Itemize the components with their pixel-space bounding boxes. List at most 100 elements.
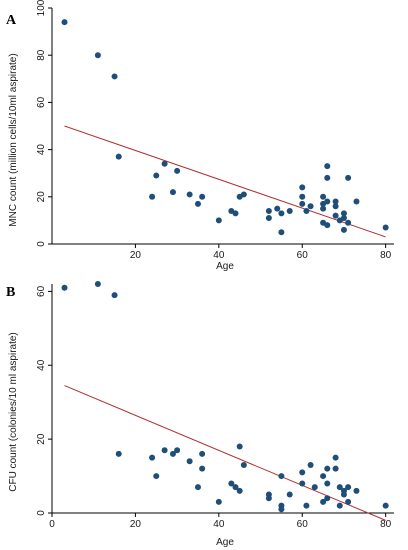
data-point-a xyxy=(274,205,281,212)
data-point-b xyxy=(174,447,181,454)
data-point-a xyxy=(303,207,310,214)
data-point-b xyxy=(324,480,331,487)
data-point-a xyxy=(353,198,360,205)
data-point-b xyxy=(199,450,206,457)
data-point-a xyxy=(161,160,168,167)
data-point-b xyxy=(161,447,168,454)
data-point-a xyxy=(169,189,176,196)
y-tick-label-a: 100 xyxy=(36,0,47,16)
data-point-b xyxy=(149,454,156,461)
x-tick-label-b: 80 xyxy=(380,519,392,530)
y-axis-label-a: MNC count (million cells/10ml aspirate) xyxy=(8,53,19,226)
data-point-b xyxy=(324,465,331,472)
data-point-b xyxy=(236,443,243,450)
data-point-a xyxy=(115,153,122,160)
data-point-a xyxy=(324,163,331,170)
data-point-a xyxy=(324,222,331,229)
x-tick-label-a: 60 xyxy=(297,250,309,261)
data-point-b xyxy=(194,484,201,491)
data-point-b xyxy=(332,465,339,472)
data-point-b xyxy=(61,284,68,291)
data-point-b xyxy=(169,450,176,457)
data-point-a xyxy=(345,174,352,181)
data-point-a xyxy=(332,212,339,219)
data-point-b xyxy=(186,458,193,465)
data-point-b xyxy=(94,281,101,287)
data-point-a xyxy=(149,193,156,200)
data-point-b xyxy=(336,502,343,509)
data-point-a xyxy=(194,200,201,207)
data-point-a xyxy=(332,203,339,210)
data-point-b xyxy=(332,454,339,461)
data-point-a xyxy=(299,184,306,191)
data-point-b xyxy=(324,495,331,502)
data-point-b xyxy=(265,495,272,502)
data-point-a xyxy=(340,215,347,222)
data-point-a xyxy=(345,219,352,226)
x-axis-label-a: Age xyxy=(216,261,234,272)
data-point-a xyxy=(332,198,339,205)
data-point-a xyxy=(307,203,314,210)
data-point-a xyxy=(320,193,327,200)
y-tick-label-a: 60 xyxy=(36,96,47,108)
data-point-b xyxy=(286,491,293,498)
y-tick-label-a: 40 xyxy=(36,144,47,156)
x-tick-label-a: 20 xyxy=(130,250,142,261)
data-point-b xyxy=(299,480,306,487)
data-point-a xyxy=(199,193,206,200)
data-point-b xyxy=(278,473,285,480)
y-tick-label-b: 20 xyxy=(36,433,47,445)
data-point-b xyxy=(307,461,314,468)
data-point-b xyxy=(236,487,243,494)
panel-b: B CFU count (colonies/10 ml aspirate) Ag… xyxy=(6,281,394,548)
data-point-a xyxy=(340,210,347,217)
data-point-a xyxy=(265,215,272,222)
data-point-b xyxy=(232,484,239,491)
data-point-a xyxy=(340,226,347,233)
y-tick-label-b: 60 xyxy=(36,285,47,297)
data-point-a xyxy=(111,73,118,80)
data-point-b xyxy=(320,473,327,480)
data-point-a xyxy=(265,207,272,214)
data-point-b xyxy=(353,487,360,494)
y-tick-label-a: 20 xyxy=(36,191,47,203)
y-tick-label-b: 40 xyxy=(36,359,47,371)
y-tick-label-b: 0 xyxy=(36,510,47,516)
data-point-a xyxy=(240,191,247,198)
panel-letter-a: A xyxy=(6,13,17,28)
data-point-a xyxy=(186,191,193,198)
data-point-b xyxy=(215,498,222,505)
x-tick-label-b: 0 xyxy=(49,519,55,530)
data-point-a xyxy=(94,52,101,59)
data-point-b xyxy=(320,498,327,505)
data-point-a xyxy=(286,207,293,214)
x-tick-label-a: 40 xyxy=(213,250,225,261)
x-tick-label-b: 40 xyxy=(213,519,225,530)
data-point-a xyxy=(215,217,222,224)
y-tick-label-a: 0 xyxy=(36,241,47,247)
data-point-b xyxy=(299,469,306,476)
data-point-a xyxy=(153,172,160,179)
y-axis-label-b: CFU count (colonies/10 ml aspirate) xyxy=(8,332,19,492)
y-tick-label-a: 80 xyxy=(36,49,47,61)
x-tick-label-b: 20 xyxy=(130,519,142,530)
data-point-b xyxy=(340,491,347,498)
data-point-a xyxy=(174,167,181,174)
data-point-a xyxy=(324,198,331,205)
data-point-b xyxy=(345,498,352,505)
fit-line-b xyxy=(64,385,386,521)
data-point-a xyxy=(299,200,306,207)
data-point-a xyxy=(278,229,285,236)
data-point-a xyxy=(232,210,239,217)
data-point-b xyxy=(303,502,310,509)
data-point-b xyxy=(153,473,160,480)
data-point-a xyxy=(324,174,331,181)
data-point-b xyxy=(111,292,118,299)
x-tick-label-b: 60 xyxy=(297,519,309,530)
data-point-b xyxy=(199,465,206,472)
data-point-a xyxy=(61,19,68,26)
fit-line-a xyxy=(64,125,386,238)
data-point-b xyxy=(336,484,343,491)
data-point-b xyxy=(228,480,235,487)
